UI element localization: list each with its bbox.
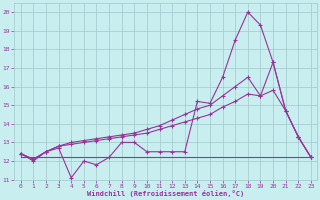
X-axis label: Windchill (Refroidissement éolien,°C): Windchill (Refroidissement éolien,°C) (87, 190, 244, 197)
